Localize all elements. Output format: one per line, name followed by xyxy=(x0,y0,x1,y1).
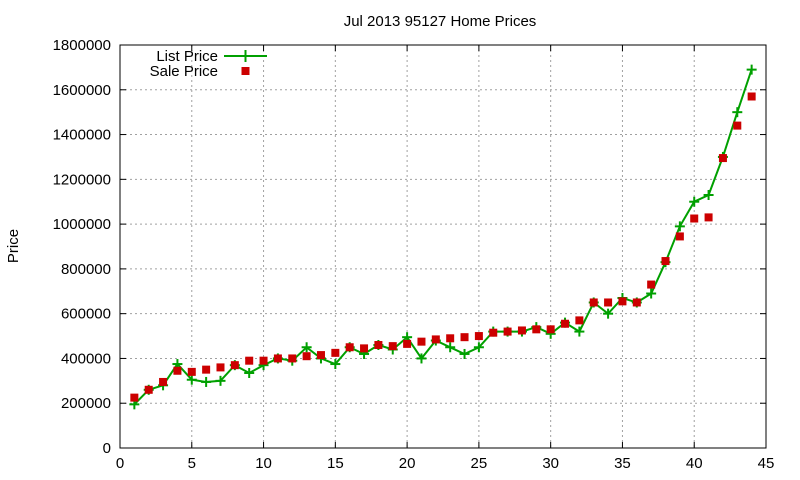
sale-price-point xyxy=(187,367,196,376)
sale-price-point xyxy=(604,298,613,307)
sale-price-point xyxy=(288,354,297,363)
sale-price-point xyxy=(704,213,713,222)
sale-price-point xyxy=(403,339,412,348)
sale-price-point xyxy=(747,92,756,101)
series-line-list-price xyxy=(133,69,753,406)
legend-label-sale-price: Sale Price xyxy=(150,63,218,80)
list-price-point xyxy=(215,375,226,386)
chart-title: Jul 2013 95127 Home Prices xyxy=(344,13,537,30)
sale-price-point xyxy=(733,121,742,130)
list-price-point xyxy=(646,288,657,299)
list-price-point xyxy=(459,348,470,359)
sale-price-point xyxy=(575,316,584,325)
x-tick-label: 5 xyxy=(188,455,196,472)
sale-price-point xyxy=(259,356,268,365)
sale-price-point xyxy=(173,366,182,375)
y-tick-label: 0 xyxy=(103,440,111,457)
x-tick-label: 0 xyxy=(116,455,124,472)
legend-marker-list-price xyxy=(239,50,252,62)
sale-price-point xyxy=(618,297,627,306)
sale-price-point xyxy=(446,334,455,343)
sale-price-point xyxy=(230,361,239,370)
sale-price-point xyxy=(546,325,555,334)
list-price-point xyxy=(603,308,614,319)
list-price-point xyxy=(732,107,743,118)
sale-price-point xyxy=(489,328,498,337)
y-tick-label: 1000000 xyxy=(53,216,111,233)
sale-price-point xyxy=(460,333,469,342)
list-price-point xyxy=(689,196,700,207)
sale-price-point xyxy=(661,257,670,266)
list-price-point xyxy=(574,326,585,337)
sale-price-point xyxy=(474,332,483,341)
sale-price-point xyxy=(144,385,153,394)
sale-price-point xyxy=(216,363,225,372)
x-tick-label: 20 xyxy=(399,455,416,472)
x-tick-label: 40 xyxy=(686,455,703,472)
y-tick-label: 200000 xyxy=(61,395,111,412)
sale-price-point xyxy=(202,365,211,374)
y-tick-label: 1200000 xyxy=(53,171,111,188)
x-tick-label: 25 xyxy=(471,455,488,472)
sale-price-point xyxy=(632,298,641,307)
list-price-point xyxy=(244,367,255,378)
sale-price-point xyxy=(331,348,340,357)
sale-price-point xyxy=(374,341,383,350)
y-tick-label: 1800000 xyxy=(53,37,111,54)
legend-label-list-price: List Price xyxy=(156,48,218,65)
list-price-point xyxy=(201,376,212,387)
sale-price-point xyxy=(431,335,440,344)
sale-price-point xyxy=(517,326,526,335)
y-axis-label: Price xyxy=(5,229,22,263)
list-price-point xyxy=(416,353,427,364)
grid-lines xyxy=(120,45,766,448)
list-price-point xyxy=(674,221,685,232)
list-price-point xyxy=(445,342,456,353)
plot-border xyxy=(119,44,767,449)
sale-price-point xyxy=(345,343,354,352)
list-price-point xyxy=(186,374,197,385)
sale-price-point xyxy=(561,319,570,328)
sale-price-point xyxy=(245,356,254,365)
list-price-point xyxy=(746,64,757,75)
legend-marker-sale-price xyxy=(241,67,250,75)
y-tick-label: 600000 xyxy=(61,306,111,323)
y-tick-label: 1600000 xyxy=(53,82,111,99)
sale-price-point xyxy=(302,352,311,361)
sale-price-point xyxy=(388,342,397,351)
sale-price-point xyxy=(589,298,598,307)
legend: List Price Sale Price xyxy=(150,48,267,80)
sale-price-point xyxy=(675,232,684,241)
sale-price-point xyxy=(690,214,699,223)
list-price-point xyxy=(473,342,484,353)
list-price-point xyxy=(703,190,714,201)
y-tick-label: 400000 xyxy=(61,350,111,367)
x-tick-label: 15 xyxy=(327,455,344,472)
sale-price-point xyxy=(360,344,369,353)
sale-price-point xyxy=(718,154,727,163)
list-price-point xyxy=(301,342,312,353)
y-tick-label: 1400000 xyxy=(53,127,111,144)
list-price-point xyxy=(330,359,341,370)
sale-price-point xyxy=(532,325,541,334)
x-tick-label: 45 xyxy=(758,455,775,472)
sale-price-point xyxy=(159,377,168,386)
sale-price-point xyxy=(417,337,426,346)
sale-price-point xyxy=(273,354,282,363)
sale-price-point xyxy=(316,351,325,360)
series-layer xyxy=(129,64,757,410)
x-tick-label: 35 xyxy=(614,455,631,472)
y-tick-label: 800000 xyxy=(61,261,111,278)
sale-price-point xyxy=(647,280,656,289)
axes: 0 200000 400000 600000 800000 1000000 1200000 1… xyxy=(53,37,775,472)
sale-price-point xyxy=(503,327,512,336)
x-tick-label: 30 xyxy=(542,455,559,472)
sale-price-point xyxy=(130,393,139,402)
x-tick-label: 10 xyxy=(255,455,272,472)
